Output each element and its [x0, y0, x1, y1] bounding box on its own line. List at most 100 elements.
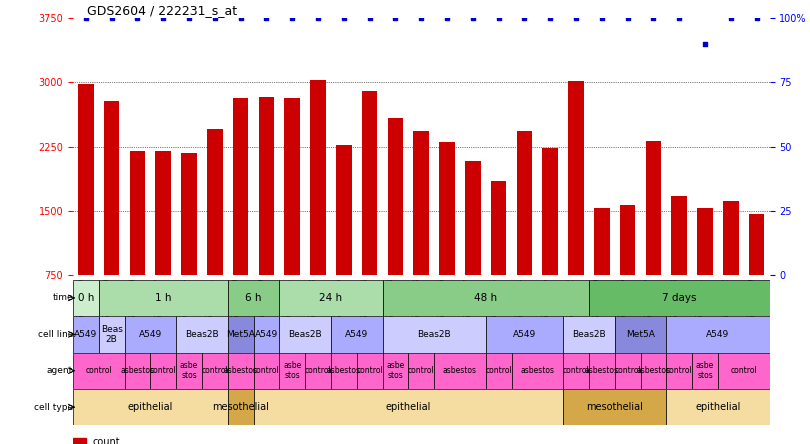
FancyBboxPatch shape — [305, 353, 331, 389]
Text: control: control — [150, 366, 177, 375]
Text: Beas2B: Beas2B — [185, 330, 219, 339]
FancyBboxPatch shape — [279, 316, 331, 353]
Bar — [491, 181, 506, 275]
Point — [337, 14, 350, 21]
Bar — [413, 131, 429, 275]
Bar — [232, 98, 249, 275]
Text: asbestos: asbestos — [224, 366, 258, 375]
FancyBboxPatch shape — [279, 353, 305, 389]
FancyBboxPatch shape — [382, 280, 589, 316]
Text: A549: A549 — [75, 330, 97, 339]
FancyBboxPatch shape — [228, 280, 279, 316]
FancyBboxPatch shape — [511, 353, 563, 389]
FancyBboxPatch shape — [176, 316, 228, 353]
Bar — [130, 151, 145, 275]
Text: asbestos: asbestos — [637, 366, 671, 375]
Text: control: control — [202, 366, 228, 375]
Point — [208, 14, 221, 21]
Text: control: control — [731, 366, 757, 375]
Text: mesothelial: mesothelial — [212, 402, 269, 412]
Bar — [258, 97, 274, 275]
Bar — [671, 196, 687, 275]
Text: Beas2B: Beas2B — [572, 330, 606, 339]
FancyBboxPatch shape — [228, 353, 254, 389]
Bar — [749, 214, 765, 275]
Point — [647, 14, 660, 21]
Text: Beas2B: Beas2B — [417, 330, 451, 339]
Text: asbe
stos: asbe stos — [180, 361, 198, 381]
Bar — [594, 208, 610, 275]
Point — [441, 14, 454, 21]
Text: Met5A: Met5A — [626, 330, 655, 339]
Text: epithelial: epithelial — [128, 402, 173, 412]
Text: 48 h: 48 h — [474, 293, 497, 303]
FancyBboxPatch shape — [615, 353, 641, 389]
Point — [698, 40, 711, 47]
Bar — [336, 145, 352, 275]
Text: 1 h: 1 h — [155, 293, 172, 303]
Text: asbe
stos: asbe stos — [283, 361, 301, 381]
Bar — [207, 129, 223, 275]
Bar — [569, 81, 584, 275]
Text: A549: A549 — [139, 330, 162, 339]
Text: control: control — [85, 366, 112, 375]
Bar — [723, 201, 739, 275]
Text: 0 h: 0 h — [78, 293, 94, 303]
FancyBboxPatch shape — [486, 353, 511, 389]
FancyBboxPatch shape — [408, 353, 434, 389]
Bar — [362, 91, 377, 275]
Point — [234, 14, 247, 21]
FancyBboxPatch shape — [563, 389, 667, 425]
FancyBboxPatch shape — [228, 316, 254, 353]
Text: asbe
stos: asbe stos — [386, 361, 404, 381]
Bar — [388, 118, 403, 275]
Point — [156, 14, 169, 21]
FancyBboxPatch shape — [73, 280, 99, 316]
Point — [79, 14, 92, 21]
FancyBboxPatch shape — [331, 353, 356, 389]
FancyBboxPatch shape — [279, 280, 382, 316]
Text: asbestos: asbestos — [585, 366, 619, 375]
FancyBboxPatch shape — [125, 353, 151, 389]
Point — [750, 14, 763, 21]
FancyBboxPatch shape — [667, 353, 692, 389]
Bar — [543, 148, 558, 275]
Text: control: control — [305, 366, 331, 375]
FancyBboxPatch shape — [99, 280, 228, 316]
Text: count: count — [92, 437, 120, 444]
Point — [260, 14, 273, 21]
Point — [569, 14, 582, 21]
Point — [415, 14, 428, 21]
FancyBboxPatch shape — [382, 353, 408, 389]
Point — [492, 14, 505, 21]
Point — [518, 14, 531, 21]
Bar — [181, 153, 197, 275]
Point — [389, 14, 402, 21]
Text: asbestos: asbestos — [520, 366, 554, 375]
FancyBboxPatch shape — [254, 389, 563, 425]
Text: control: control — [666, 366, 693, 375]
Text: asbestos: asbestos — [326, 366, 360, 375]
Text: cell type: cell type — [34, 403, 73, 412]
FancyBboxPatch shape — [73, 316, 99, 353]
FancyBboxPatch shape — [718, 353, 769, 389]
FancyBboxPatch shape — [99, 316, 125, 353]
Text: GDS2604 / 222231_s_at: GDS2604 / 222231_s_at — [87, 4, 237, 16]
Bar — [517, 131, 532, 275]
Bar — [439, 142, 454, 275]
FancyBboxPatch shape — [486, 316, 563, 353]
Text: agent: agent — [47, 366, 73, 375]
Bar — [104, 101, 119, 275]
FancyBboxPatch shape — [382, 316, 486, 353]
Bar — [697, 208, 713, 275]
Point — [182, 14, 195, 21]
Bar — [465, 161, 480, 275]
FancyBboxPatch shape — [331, 316, 382, 353]
FancyBboxPatch shape — [667, 316, 770, 353]
FancyBboxPatch shape — [563, 316, 615, 353]
Text: asbe
stos: asbe stos — [696, 361, 714, 381]
Point — [595, 14, 608, 21]
Text: cell line: cell line — [37, 330, 73, 339]
Bar — [73, 438, 86, 444]
Text: 7 days: 7 days — [662, 293, 697, 303]
